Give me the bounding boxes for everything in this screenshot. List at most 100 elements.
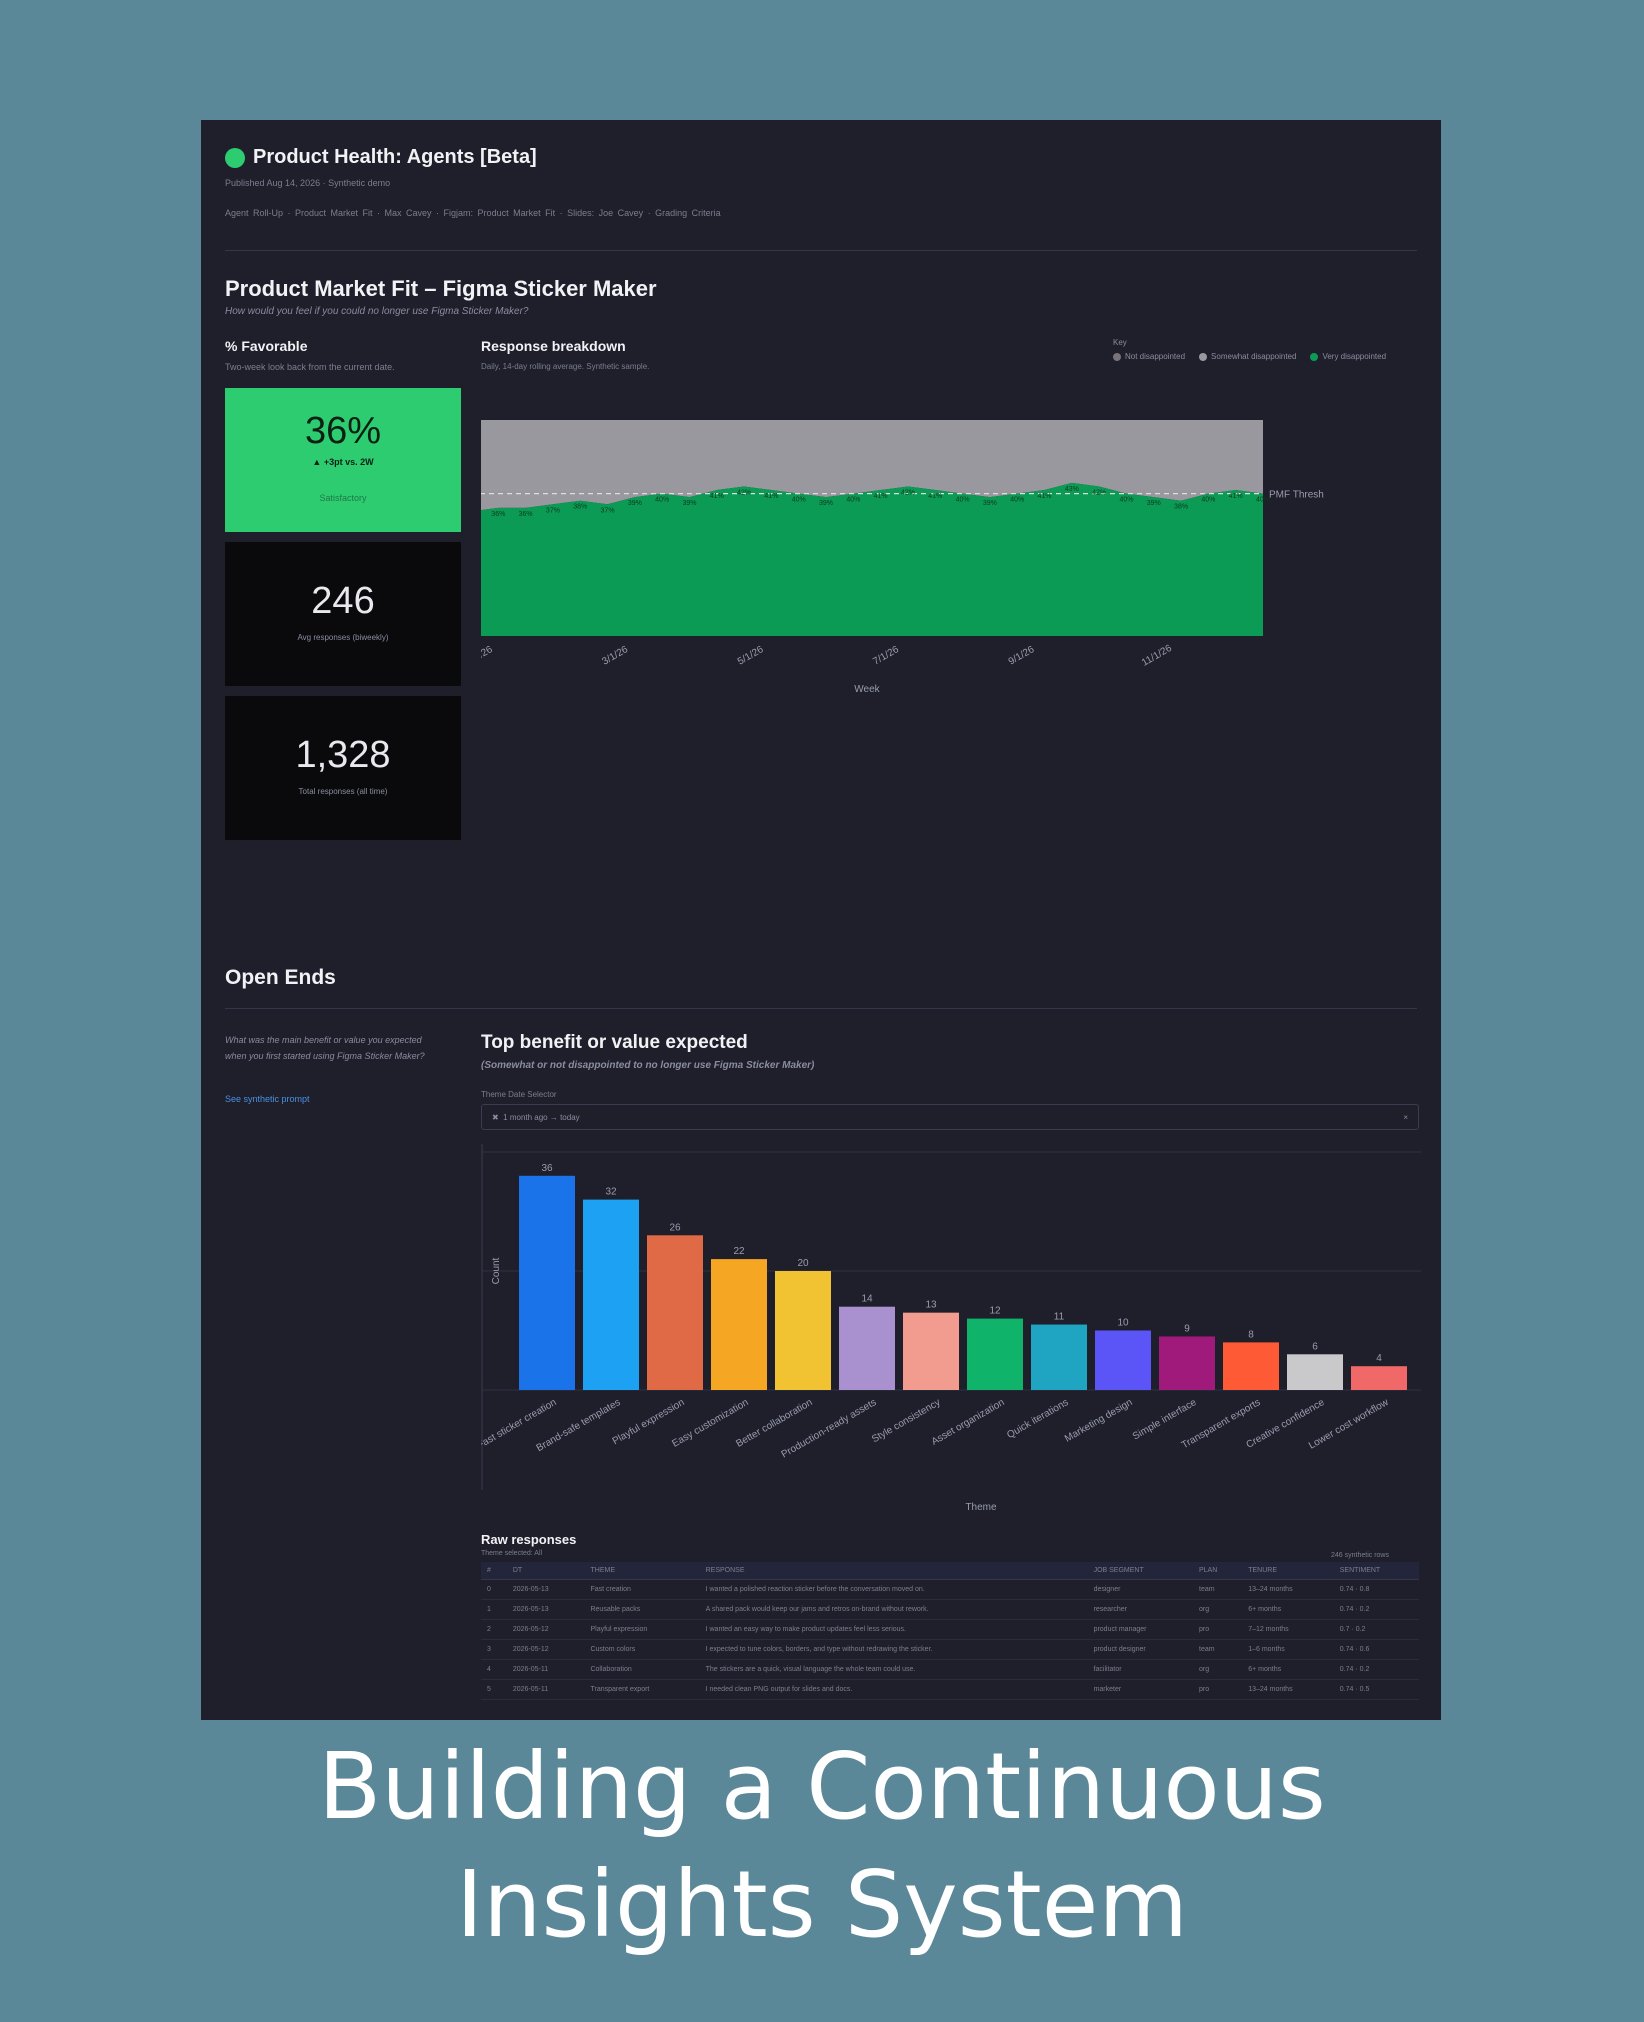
dashboard-title: Product Health: Agents [Beta] [225,146,537,169]
data-label: 40% [792,497,806,504]
favorable-card: 36% ▲ +3pt vs. 2W Satisfactory [225,388,461,532]
bar-value-label: 20 [797,1258,809,1269]
table-cell: team [1193,1639,1243,1660]
synthetic-prompt-link[interactable]: See synthetic prompt [225,1094,310,1104]
bar-value-label: 36 [541,1163,553,1174]
table-cell: 6+ months [1242,1599,1334,1620]
table-header-cell[interactable]: TENURE [1242,1562,1334,1580]
x-tick-label: 9/1/26 [1007,644,1037,668]
table-cell: 1–6 months [1242,1639,1334,1660]
table-cell: 2026-05-12 [506,1619,585,1640]
caption-line-1: Building a Continuous [318,1733,1326,1840]
response-breakdown-chart: 0%20%40%60%80%100%PMF Thresh35%36%36%37%… [481,420,1324,695]
data-label: 40% [1256,497,1270,504]
legend-item-very[interactable]: Very disappointed [1310,352,1386,361]
table-cell: I wanted an easy way to make product upd… [699,1619,1088,1640]
pmf-question: How would you feel if you could no longe… [225,306,529,317]
table-cell: Fast creation [584,1579,700,1600]
table-header-cell[interactable]: THEME [584,1562,700,1580]
table-header-cell[interactable]: # [481,1562,507,1580]
table-row[interactable]: 1 2026-05-13 Reusable packs A shared pack w… [481,1599,1419,1620]
legend-key-label: Key [1113,338,1127,347]
close-icon[interactable]: × [1403,1112,1408,1122]
x-tick-label: 1/2/26 [481,644,495,668]
legend-label: Somewhat disappointed [1211,352,1297,361]
data-label: 42% [737,489,751,496]
table-cell: 3 [481,1639,507,1660]
bar [519,1175,575,1390]
data-label: 39% [819,500,833,507]
category-label: Marketing design [1063,1397,1134,1445]
x-tick-label: 5/1/26 [736,644,766,668]
data-label: 37% [601,507,615,514]
table-cell: product manager [1087,1619,1193,1640]
table-row[interactable]: 3 2026-05-12 Custom colors I expected to tu… [481,1639,1419,1660]
data-label: 39% [682,500,696,507]
table-row[interactable]: 2 2026-05-12 Playful expression I wanted an… [481,1619,1419,1640]
table-cell: 0.74 · 0.2 [1333,1599,1419,1620]
date-selector-label: Theme Date Selector [481,1090,557,1099]
table-header-cell[interactable]: JOB SEGMENT [1087,1562,1193,1580]
published-date: Published Aug 14, 2026 · Synthetic demo [225,178,391,188]
bar [1159,1336,1215,1390]
data-label: 41% [928,493,942,500]
favorable-delta: ▲ +3pt vs. 2W [312,457,374,467]
table-cell: I expected to tune colors, borders, and … [699,1639,1088,1660]
table-header-cell[interactable]: SENTIMENT [1333,1562,1419,1580]
bar-value-label: 4 [1376,1353,1382,1364]
favorable-status: Satisfactory [319,493,367,503]
table-cell: Reusable packs [584,1599,700,1620]
table-cell: designer [1087,1579,1193,1600]
date-selector-input[interactable]: ✖ 1 month ago → today × [481,1104,1419,1130]
open-ends-title: Open Ends [225,966,336,989]
data-label: 41% [710,493,724,500]
data-label: 36% [519,511,533,518]
bar-value-label: 8 [1248,1329,1254,1340]
legend-item-not[interactable]: Not disappointed [1113,352,1185,361]
bar-value-label: 10 [1117,1318,1129,1329]
table-header-row: # DT THEME RESPONSE JOB SEGMENT PLAN TENURE SEN… [481,1562,1419,1580]
bar [647,1235,703,1390]
header-links[interactable]: Agent Roll-Up · Product Market Fit · Max… [225,208,721,218]
clear-icon[interactable]: ✖ [492,1112,499,1122]
divider [225,1008,1417,1009]
legend-item-somewhat[interactable]: Somewhat disappointed [1199,352,1296,361]
table-cell: org [1193,1659,1243,1680]
table-cell: 4 [481,1659,507,1680]
legend-label: Very disappointed [1322,352,1387,361]
table-row[interactable]: 4 2026-05-11 Collaboration The stickers are… [481,1659,1419,1680]
bar [967,1318,1023,1390]
data-label: 40% [655,497,669,504]
x-tick-label: 11/1/26 [1140,643,1174,669]
table-cell: The stickers are a quick, visual languag… [699,1659,1088,1680]
table-row[interactable]: 0 2026-05-13 Fast creation I wanted a polis… [481,1579,1419,1600]
table-cell: 2 [481,1619,507,1640]
data-label: 39% [983,500,997,507]
status-dot-icon [225,147,245,168]
data-label: 38% [1174,504,1188,511]
table-header-cell[interactable]: RESPONSE [699,1562,1088,1580]
benefit-chart-title: Top benefit or value expected [481,1032,748,1053]
table-header-cell[interactable]: PLAN [1193,1562,1243,1580]
data-label: 40% [1201,497,1215,504]
caption-line-2: Insights System [456,1851,1188,1958]
table-cell: marketer [1087,1679,1193,1700]
bar [903,1312,959,1390]
table-row[interactable]: 5 2026-05-11 Transparent export I needed cl… [481,1679,1419,1700]
dashboard-screenshot: Product Health: Agents [Beta] Published … [201,120,1441,1720]
favorable-value: 36% [304,410,382,452]
table-cell: Custom colors [584,1639,700,1660]
table-cell: 2026-05-11 [506,1679,585,1700]
table-header-cell[interactable]: DT [506,1562,585,1580]
table-cell: 2026-05-11 [506,1659,585,1680]
table-cell: 0.7 · 0.2 [1333,1619,1419,1640]
favorable-description: Two-week look back from the current date… [225,362,395,372]
kpi-card-biweekly: 246 Avg responses (biweekly) [225,542,461,686]
data-label: 41% [1038,493,1052,500]
bar-value-label: 14 [861,1294,873,1305]
data-label: 42% [1092,489,1106,496]
pmf-threshold-label: PMF Thresh [1269,490,1324,501]
data-label: 43% [1065,486,1079,493]
data-label: 39% [628,500,642,507]
